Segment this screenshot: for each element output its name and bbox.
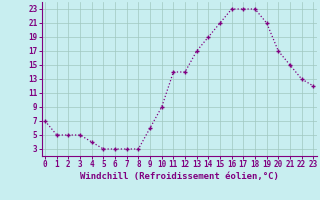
X-axis label: Windchill (Refroidissement éolien,°C): Windchill (Refroidissement éolien,°C) (80, 172, 279, 181)
